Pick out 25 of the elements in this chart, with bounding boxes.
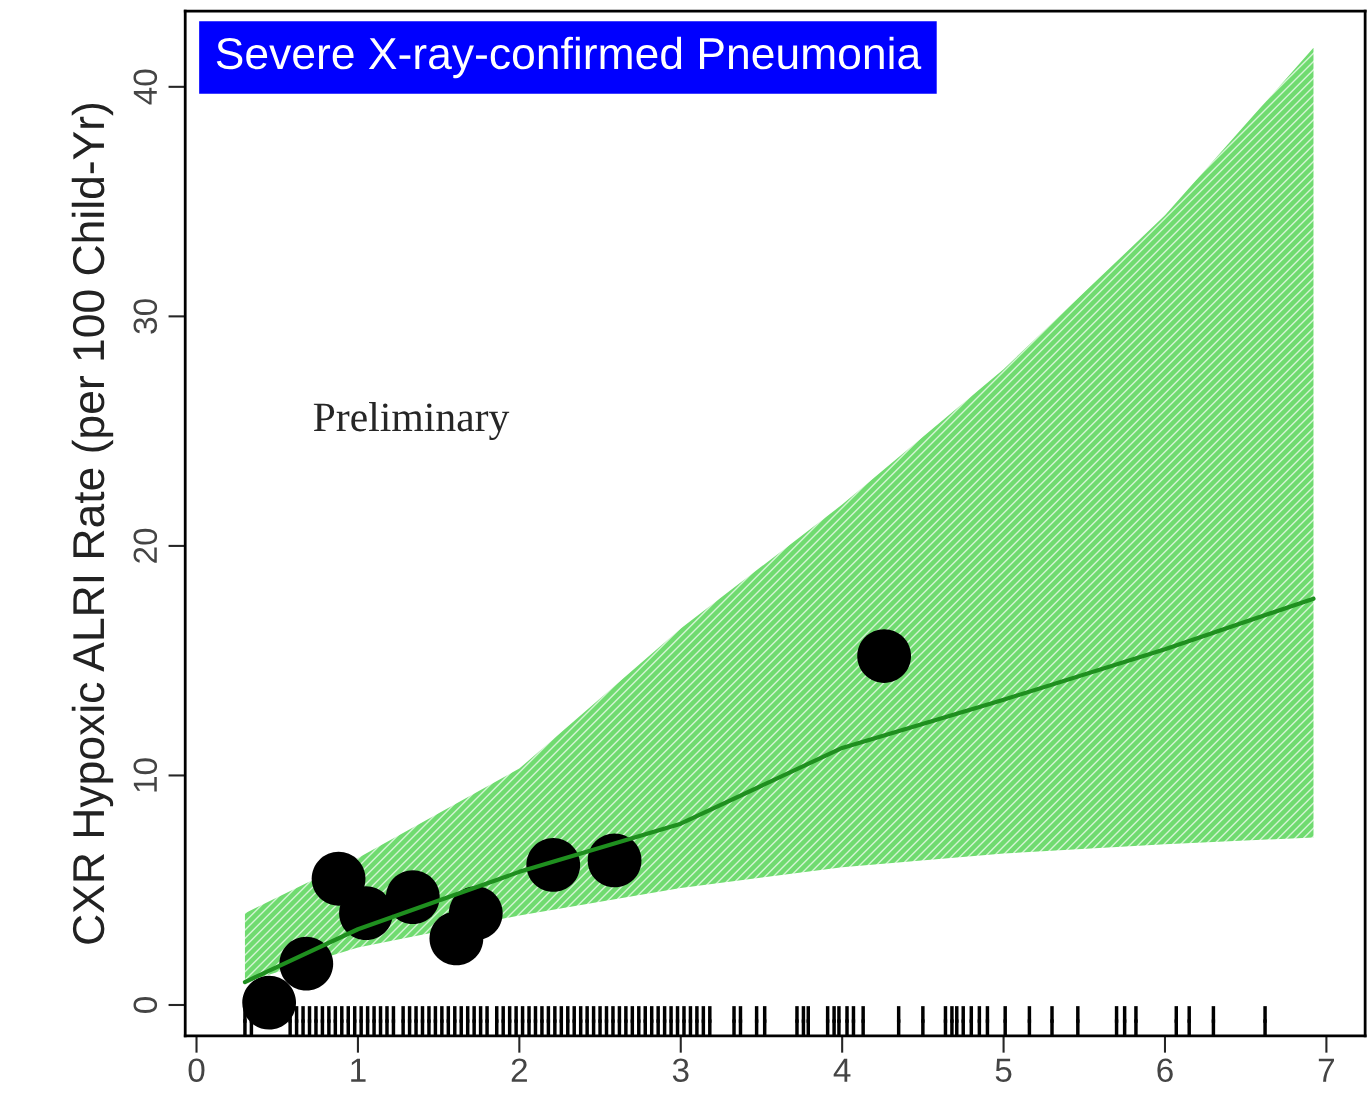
x-tick-label: 1 xyxy=(351,1058,366,1082)
annotation: Preliminary xyxy=(313,402,510,440)
y-tick-label: 30 xyxy=(133,299,158,334)
x-tick-label: 3 xyxy=(672,1058,689,1082)
text: Severe X-ray-confirmed Pneumonia xyxy=(216,36,922,79)
y-tick-label: 10 xyxy=(133,758,158,792)
point xyxy=(448,886,503,941)
x-tick-label: 5 xyxy=(995,1058,1012,1082)
point xyxy=(242,975,297,1030)
y-tick-label: 40 xyxy=(133,69,158,105)
x-tick-label: 6 xyxy=(1157,1058,1173,1082)
point xyxy=(385,870,440,924)
line-series xyxy=(242,596,1316,985)
y-tick-label: 20 xyxy=(133,528,158,563)
point xyxy=(526,838,581,892)
x-tick-label: 7 xyxy=(1318,1058,1334,1082)
x-tick-label: 0 xyxy=(188,1058,205,1082)
point xyxy=(857,629,912,683)
y-axis-title: CXR Hypoxic ALRI Rate (per 100 Child-Yr) xyxy=(71,103,114,944)
y-tick-label: 0 xyxy=(133,997,158,1013)
point xyxy=(311,851,366,906)
point xyxy=(279,936,334,991)
x-tick-label: 2 xyxy=(511,1058,527,1082)
x-tick-label: 4 xyxy=(833,1058,851,1082)
point xyxy=(587,833,642,888)
